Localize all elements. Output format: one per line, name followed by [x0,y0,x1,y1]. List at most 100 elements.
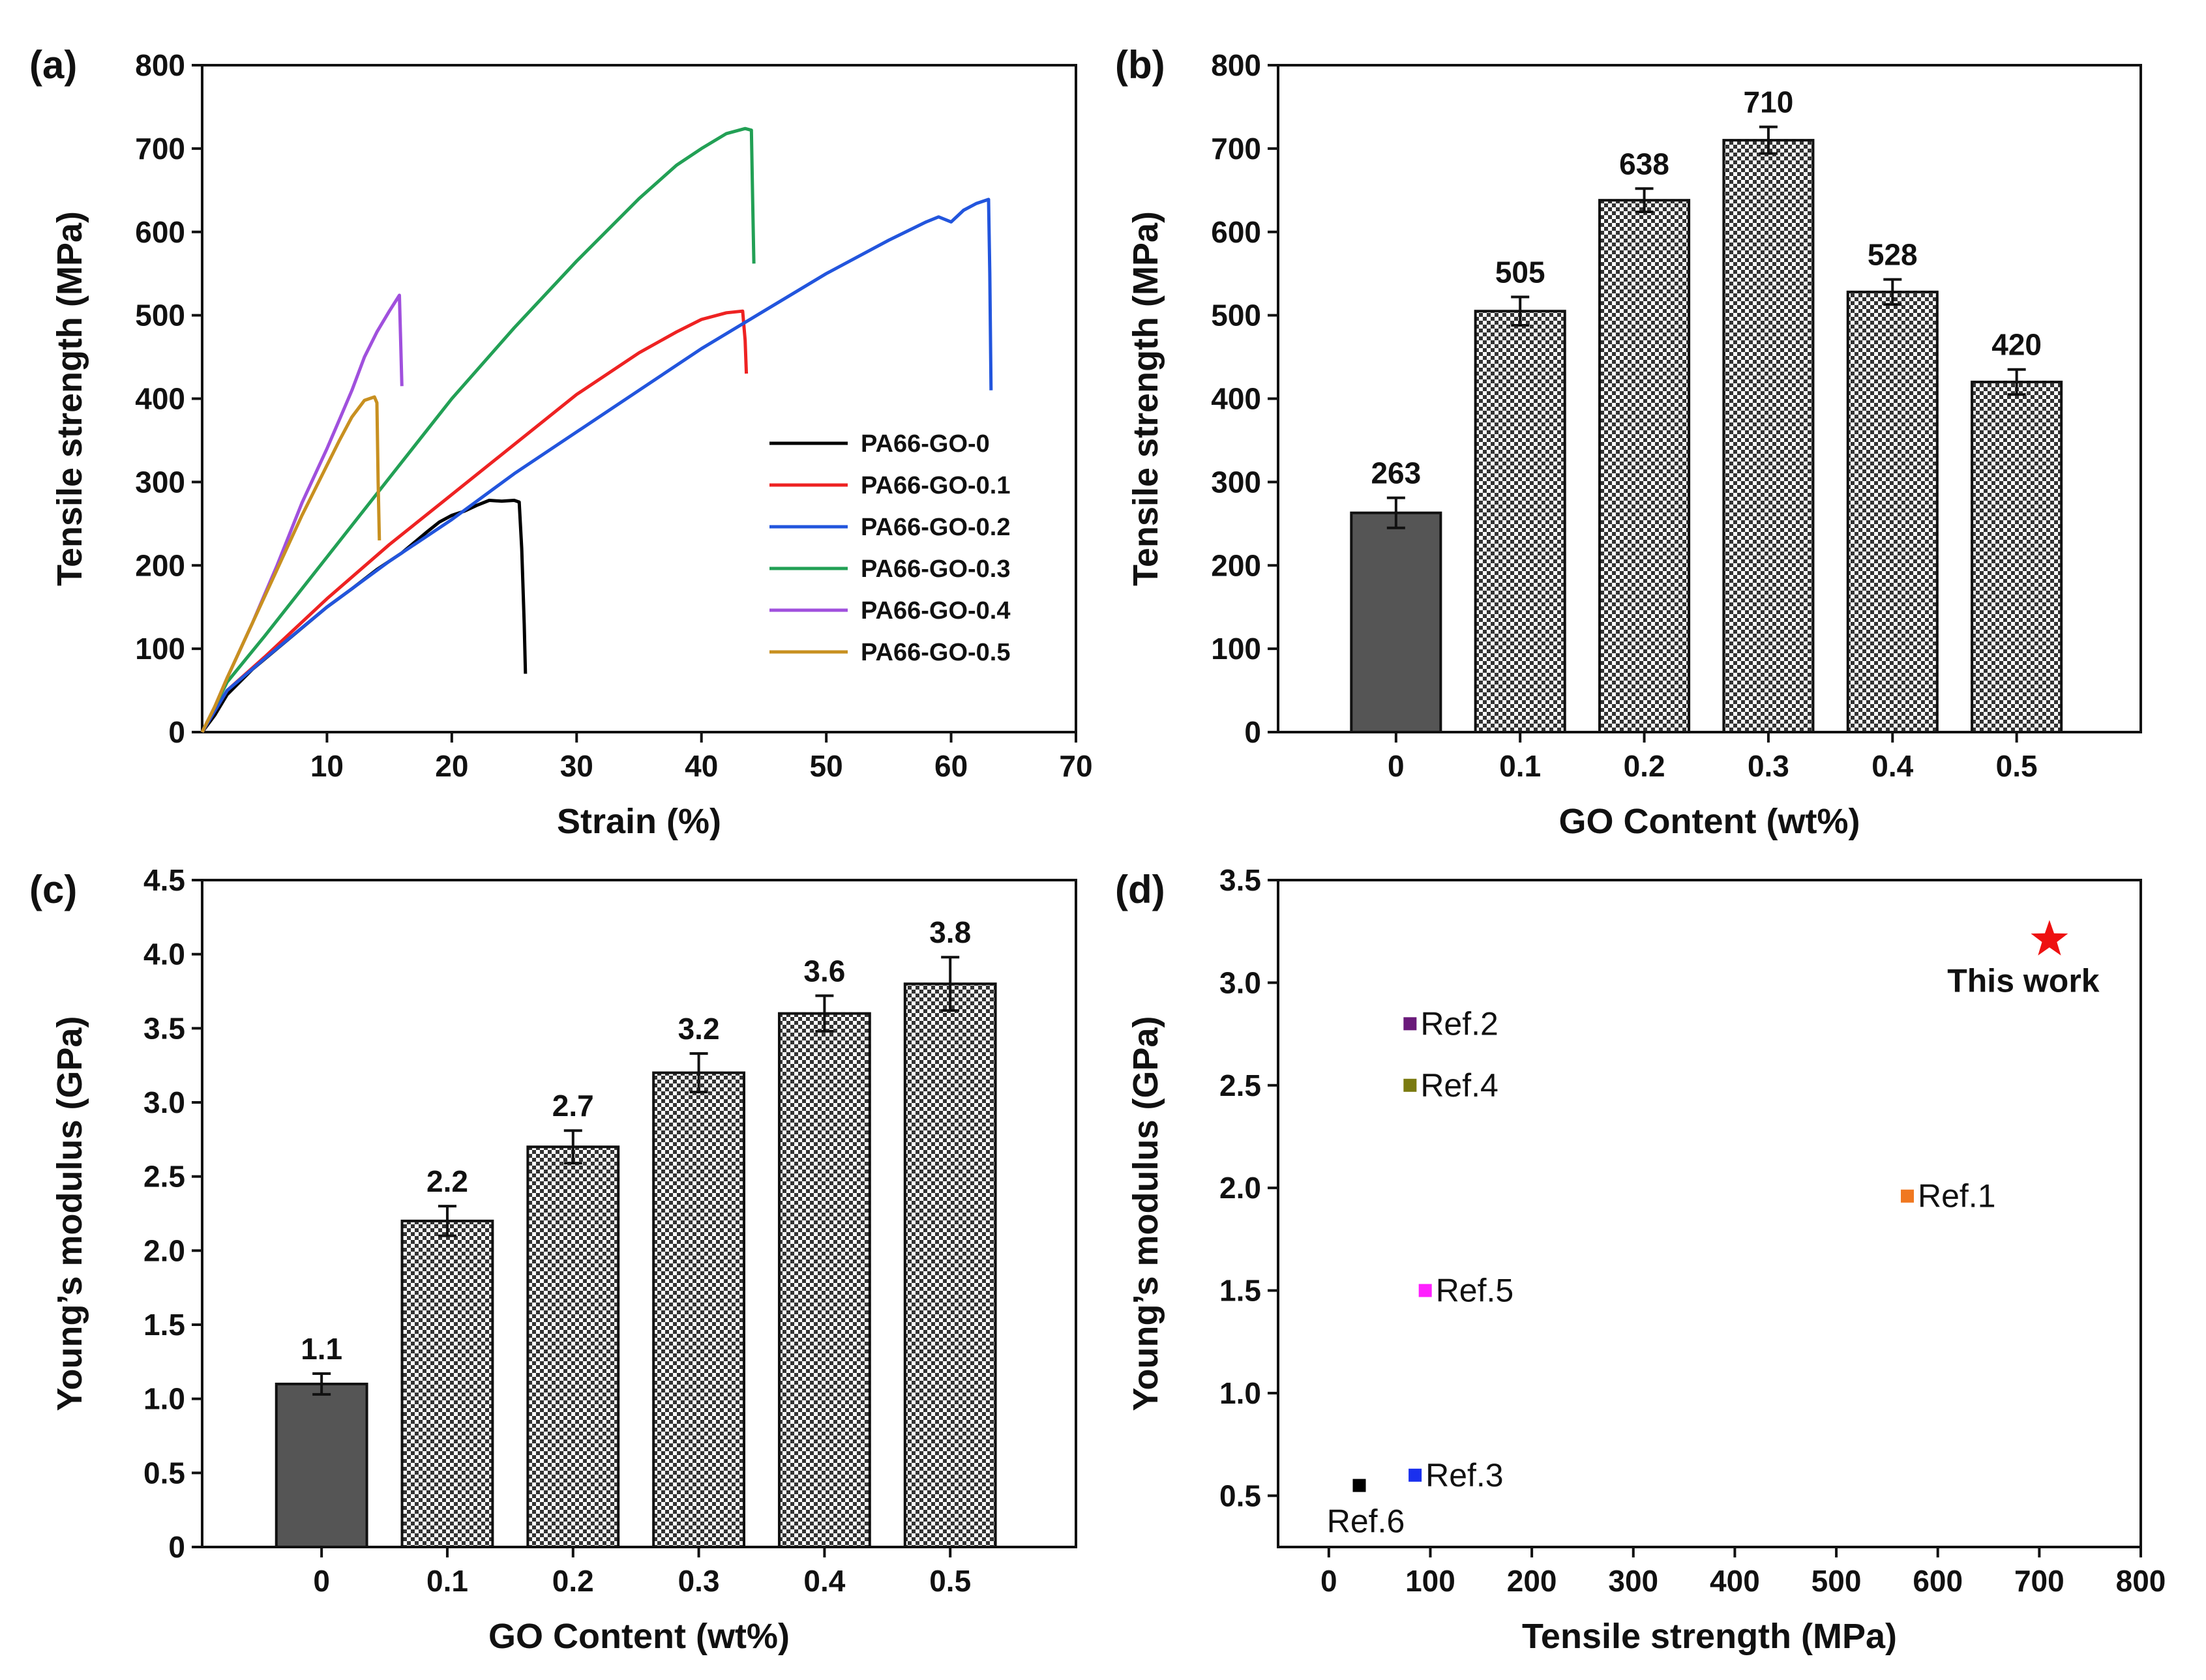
y-tick-label: 300 [135,465,185,499]
y-tick-label: 3.0 [143,1085,185,1119]
x-tick-label: 300 [1608,1564,1658,1598]
x-tick-label: 700 [2014,1564,2064,1598]
x-tick-label: 0.3 [1748,749,1789,783]
x-tick-label: 40 [685,749,718,783]
x-tick-label: 0.3 [678,1564,720,1598]
data-point [1403,1078,1417,1092]
x-tick-label: 400 [1710,1564,1760,1598]
data-point [1418,1284,1432,1297]
y-tick-label: 3.0 [1219,965,1261,999]
data-label: 528 [1868,238,1918,272]
x-tick-label: 0.1 [426,1564,468,1598]
x-tick-label: 0 [1320,1564,1337,1598]
y-tick-label: 200 [1211,548,1261,582]
y-tick-label: 0 [1244,715,1261,749]
x-tick-label: 0.1 [1499,749,1541,783]
x-tick-label: 800 [2116,1564,2166,1598]
y-tick-label: 0.5 [143,1456,185,1490]
point-label: Ref.1 [1918,1178,1996,1215]
series-line-PA66-GO-0.3 [200,126,756,733]
y-tick-label: 1.0 [143,1382,185,1416]
data-label: 3.2 [678,1012,720,1046]
y-tick-label: 2.5 [1219,1068,1261,1102]
bar [1350,511,1442,733]
x-tick-label: 0.2 [1624,749,1665,783]
bar [1846,290,1939,733]
x-tick-label: 70 [1059,749,1092,783]
plot-frame [1277,879,2142,1548]
y-tick-label: 500 [1211,299,1261,332]
panel-c-bar-chart: (c) GO Content (wt%) Young’s modulus (GPa)… [29,863,1077,1656]
x-tick-label: 0 [313,1564,330,1598]
x-axis-label: Strain (%) [557,802,721,841]
point-label: Ref.5 [1436,1273,1514,1309]
x-tick-label: 10 [310,749,344,783]
plot-frame [201,879,1077,1548]
data-point [1352,1479,1366,1492]
y-tick-label: 0 [168,715,185,749]
y-tick-label: 1.5 [143,1308,185,1342]
y-tick-label: 2.0 [143,1233,185,1267]
legend-entry: PA66-GO-0 [861,430,990,458]
panel-label: (a) [29,43,77,87]
y-tick-label: 2.5 [143,1160,185,1194]
bar [400,1219,494,1549]
data-point-star [2031,920,2068,956]
series-line-PA66-GO-0.2 [200,198,993,733]
y-tick-label: 100 [135,632,185,666]
bar [1474,310,1566,733]
x-tick-label: 0.4 [1871,749,1913,783]
x-tick-label: 200 [1507,1564,1557,1598]
point-label: Ref.6 [1327,1503,1405,1540]
x-axis-label: GO Content (wt%) [1559,802,1860,841]
y-tick-label: 300 [1211,465,1261,499]
y-tick-label: 0.5 [1219,1479,1261,1512]
y-axis-label: Tensile strength (MPa) [1126,211,1165,586]
data-label: 710 [1744,85,1794,119]
y-tick-label: 3.5 [143,1011,185,1045]
data-label: 263 [1371,456,1421,490]
data-label: 3.6 [803,954,845,988]
data-label: 1.1 [301,1332,342,1366]
y-tick-label: 2.0 [1219,1171,1261,1205]
legend-entry: PA66-GO-0.3 [861,555,1010,583]
bar [1598,199,1691,734]
y-tick-label: 4.5 [143,863,185,897]
y-tick-label: 800 [135,48,185,82]
y-tick-label: 3.5 [1219,863,1261,897]
y-axis-label: Young’s modulus (GPa) [1126,1016,1165,1411]
point-label: This work [1947,962,2100,999]
x-axis-label: Tensile strength (MPa) [1522,1617,1897,1656]
bar [1722,139,1815,733]
legend-entry: PA66-GO-0.1 [861,472,1010,499]
panel-label: (c) [29,868,77,911]
x-tick-label: 100 [1405,1564,1455,1598]
legend-entry: PA66-GO-0.2 [861,514,1010,541]
y-tick-label: 400 [1211,382,1261,416]
legend-entry: PA66-GO-0.5 [861,639,1010,666]
x-tick-label: 20 [435,749,468,783]
series-line-PA66-GO-0 [200,499,528,733]
point-label: Ref.3 [1425,1457,1504,1494]
x-tick-label: 0 [1388,749,1405,783]
data-point [1901,1189,1915,1203]
point-label: Ref.2 [1420,1005,1498,1042]
x-tick-label: 0.2 [552,1564,594,1598]
legend-entry: PA66-GO-0.4 [861,597,1010,625]
x-tick-label: 500 [1811,1564,1862,1598]
y-tick-label: 0 [168,1530,185,1564]
plot-frame [201,64,1077,733]
x-tick-label: 0.5 [929,1564,971,1598]
x-tick-label: 60 [934,749,968,783]
y-tick-label: 800 [1211,48,1261,82]
y-tick-label: 700 [135,132,185,166]
bar [275,1382,368,1549]
x-tick-label: 0.5 [1996,749,2038,783]
bar [652,1071,745,1548]
data-label: 2.7 [552,1089,594,1123]
y-tick-label: 200 [135,548,185,582]
data-point [1403,1017,1417,1031]
y-tick-label: 1.5 [1219,1274,1261,1308]
x-tick-label: 0.4 [803,1564,845,1598]
